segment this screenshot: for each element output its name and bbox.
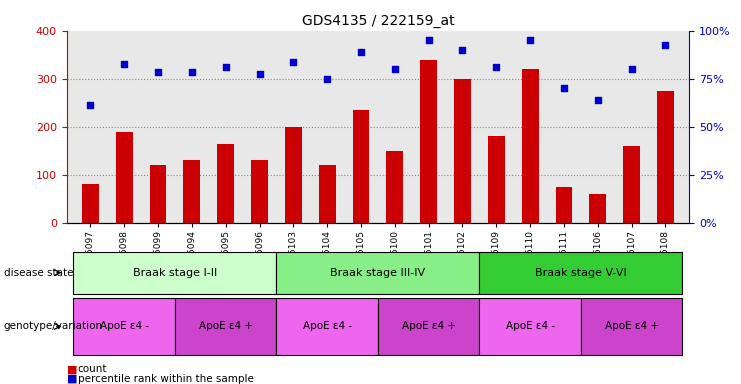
Text: ApoE ε4 +: ApoE ε4 + [605, 321, 659, 331]
Bar [217, 144, 234, 223]
Text: count: count [78, 364, 107, 374]
Bar [82, 184, 99, 223]
Bar [386, 151, 403, 223]
Text: ApoE ε4 -: ApoE ε4 - [505, 321, 555, 331]
Point [456, 47, 468, 53]
Point [288, 59, 299, 65]
Bar [522, 69, 539, 223]
Point [422, 37, 434, 43]
Point [84, 102, 96, 108]
Point [558, 85, 570, 91]
Text: percentile rank within the sample: percentile rank within the sample [78, 374, 253, 384]
Bar [251, 161, 268, 223]
Bar [285, 127, 302, 223]
Text: ApoE ε4 -: ApoE ε4 - [99, 321, 149, 331]
Bar [353, 110, 370, 223]
Text: ■: ■ [67, 374, 77, 384]
Text: Braak stage III-IV: Braak stage III-IV [330, 268, 425, 278]
Point [389, 66, 401, 72]
Text: disease state: disease state [4, 268, 73, 278]
Bar [589, 194, 606, 223]
Point [524, 37, 536, 43]
Text: genotype/variation: genotype/variation [4, 321, 103, 331]
Text: ■: ■ [67, 364, 77, 374]
Bar [116, 131, 133, 223]
Text: ApoE ε4 +: ApoE ε4 + [199, 321, 253, 331]
Bar [150, 165, 167, 223]
Text: ApoE ε4 +: ApoE ε4 + [402, 321, 456, 331]
Bar [319, 165, 336, 223]
Point [491, 64, 502, 70]
Point [625, 66, 637, 72]
Bar [420, 60, 437, 223]
Bar [623, 146, 640, 223]
Text: ApoE ε4 -: ApoE ε4 - [302, 321, 352, 331]
Point [322, 76, 333, 82]
Point [659, 42, 671, 48]
Point [253, 71, 265, 77]
Bar [184, 161, 200, 223]
Text: Braak stage V-VI: Braak stage V-VI [535, 268, 627, 278]
Point [119, 61, 130, 68]
Bar [657, 91, 674, 223]
Title: GDS4135 / 222159_at: GDS4135 / 222159_at [302, 14, 454, 28]
Text: Braak stage I-II: Braak stage I-II [133, 268, 217, 278]
Point [186, 68, 198, 74]
Point [220, 64, 232, 70]
Point [152, 68, 164, 74]
Bar [454, 79, 471, 223]
Bar [488, 136, 505, 223]
Bar [556, 187, 573, 223]
Point [355, 49, 367, 55]
Point [592, 97, 604, 103]
